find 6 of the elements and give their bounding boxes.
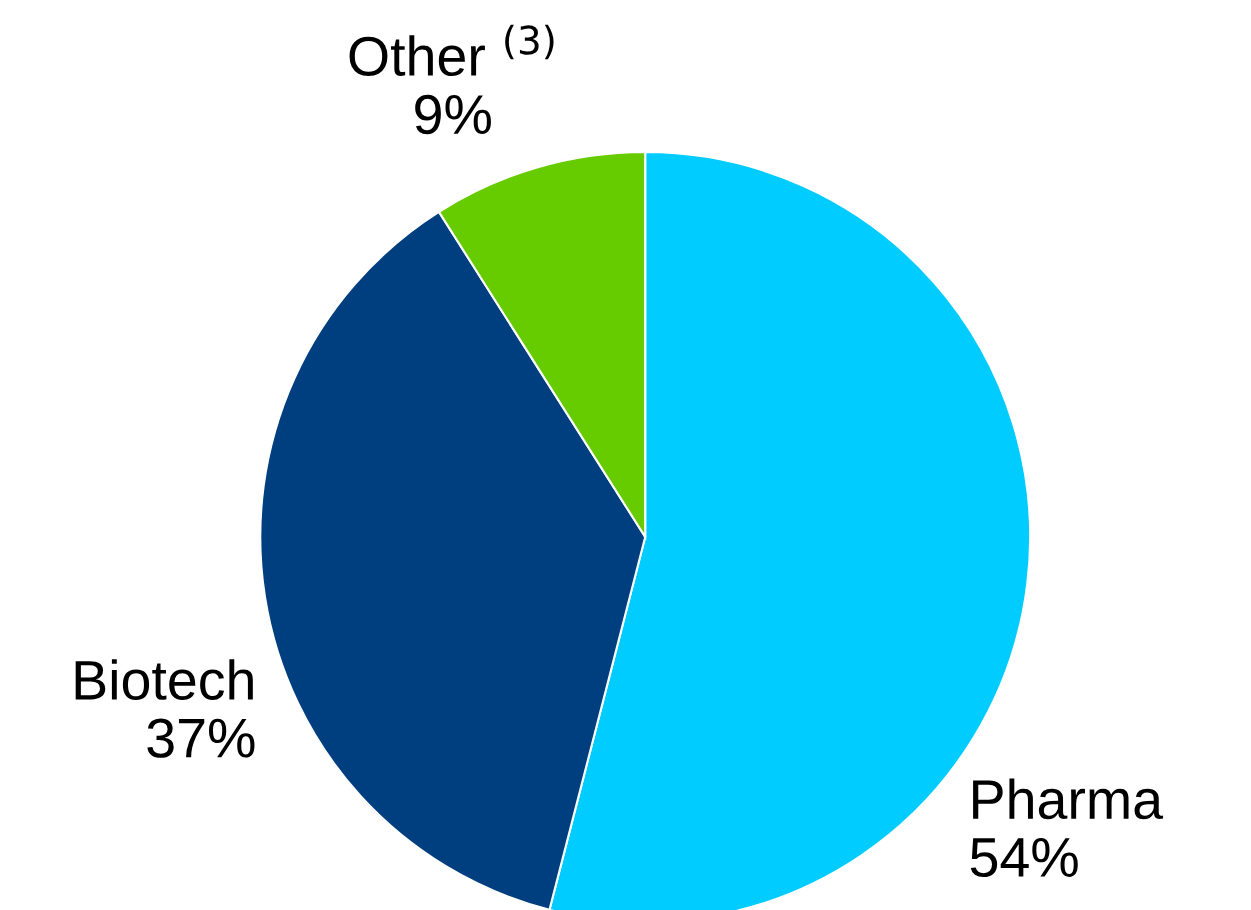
data-label: 9% <box>415 94 491 135</box>
slice-label: Pharma <box>973 778 1164 820</box>
slice-label: Biotech <box>75 659 253 700</box>
slice-label: Other $^{(3)}$ <box>349 24 554 77</box>
data-label: 37% <box>147 718 255 758</box>
data-label: 54% <box>970 838 1078 878</box>
